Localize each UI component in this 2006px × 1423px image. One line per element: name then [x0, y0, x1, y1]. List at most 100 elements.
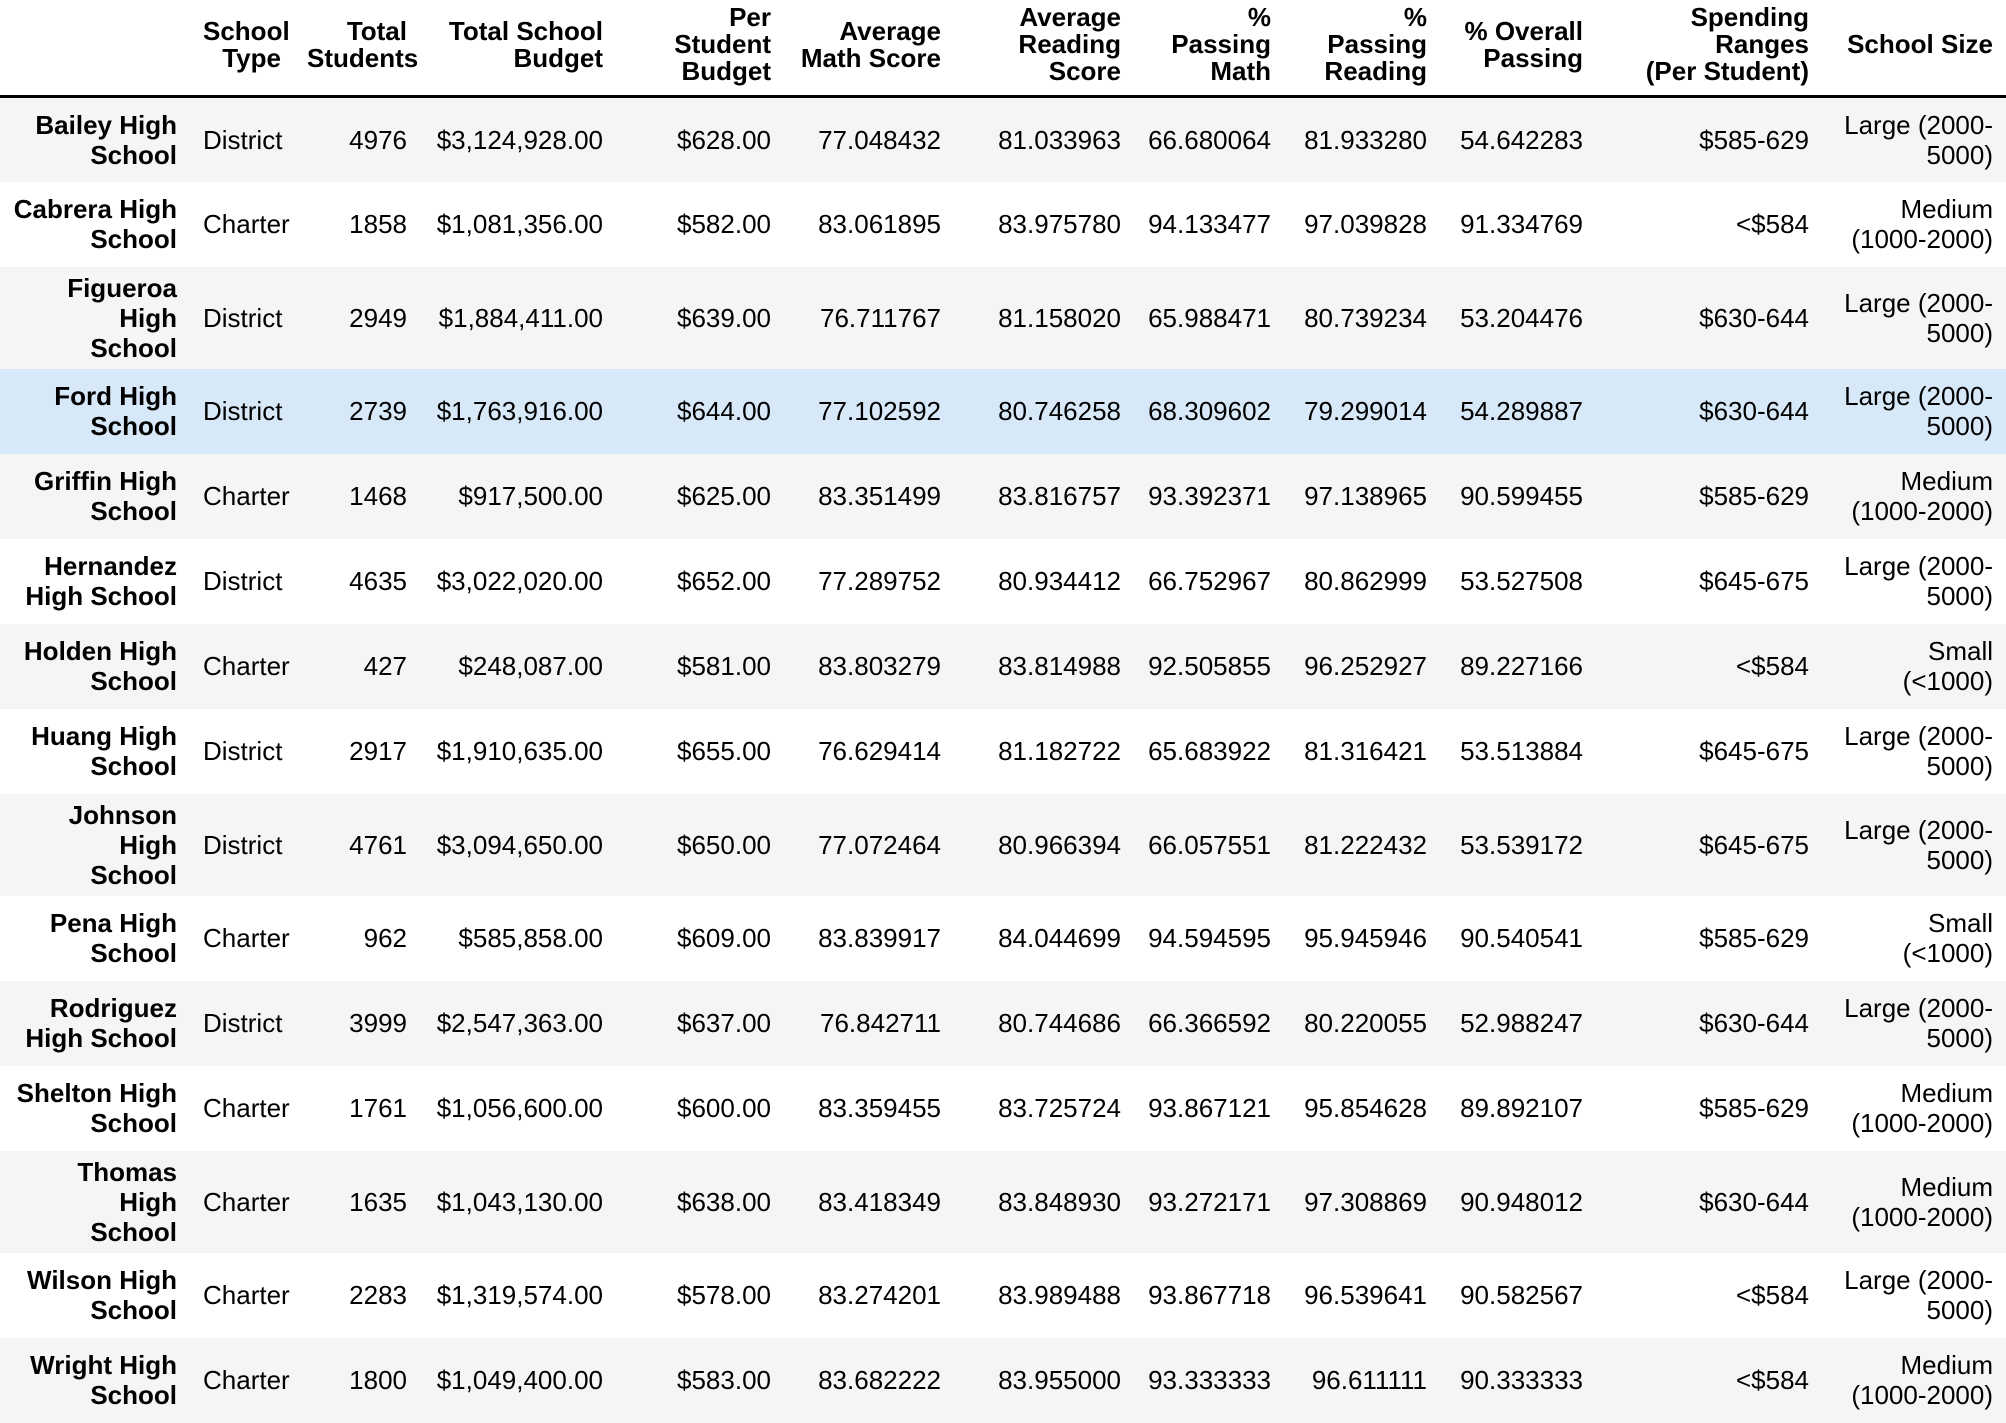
cell: District — [203, 829, 283, 860]
cell: $630-644 — [1699, 1186, 1809, 1217]
cell: $625.00 — [677, 481, 771, 511]
column-header: Spending Ranges (Per Student) — [1596, 0, 1822, 98]
cell: $585-629 — [1699, 124, 1809, 155]
cell: Large (2000- 5000) — [1844, 381, 1993, 441]
cell: 89.227166 — [1460, 651, 1583, 681]
cell: <$584 — [1735, 651, 1809, 681]
cell: 2739 — [349, 396, 407, 426]
row-header: Johnson High School — [68, 799, 177, 890]
cell: 97.308869 — [1304, 1186, 1427, 1217]
cell: 89.892107 — [1460, 1093, 1583, 1123]
cell: $578.00 — [677, 1280, 771, 1310]
table-row: Pena High School Charter 962 $585,858.00 $60… — [0, 895, 2006, 981]
cell: $600.00 — [677, 1093, 771, 1123]
table-row: Wilson High School Charter 2283 $1,319,574.… — [0, 1252, 2006, 1338]
cell: 81.158020 — [998, 302, 1121, 333]
cell: $3,094,650.00 — [436, 829, 603, 860]
table-row: Thomas High School Charter 1635 $1,043,130.… — [0, 1150, 2006, 1253]
cell: Charter — [203, 923, 290, 953]
cell: Charter — [203, 1280, 290, 1310]
cell: 83.816757 — [998, 481, 1121, 511]
cell: 77.072464 — [818, 829, 941, 860]
cell: Charter — [203, 1093, 290, 1123]
cell: $1,910,635.00 — [436, 736, 603, 766]
cell: 81.182722 — [998, 736, 1121, 766]
cell: 1468 — [349, 481, 407, 511]
cell: $917,500.00 — [458, 481, 603, 511]
cell: 53.527508 — [1460, 566, 1583, 596]
cell: 83.814988 — [998, 651, 1121, 681]
cell: Large (2000- 5000) — [1844, 287, 1993, 348]
cell: $1,081,356.00 — [436, 209, 603, 239]
cell: $1,884,411.00 — [438, 302, 603, 333]
cell: 76.629414 — [818, 736, 941, 766]
cell: 96.611111 — [1311, 1365, 1427, 1395]
row-header: Ford High School — [54, 381, 177, 441]
table-row: Holden High School Charter 427 $248,087.00 $… — [0, 623, 2006, 709]
cell: $655.00 — [677, 736, 771, 766]
cell: 66.752967 — [1148, 566, 1271, 596]
cell: $645-675 — [1699, 566, 1809, 596]
cell: 93.392371 — [1148, 481, 1271, 511]
cell: 65.988471 — [1148, 302, 1271, 333]
cell: 1635 — [349, 1186, 407, 1217]
cell: 90.333333 — [1460, 1365, 1583, 1395]
table-row: Johnson High School District 4761 $3,094,65… — [0, 793, 2006, 896]
cell: $644.00 — [677, 396, 771, 426]
cell: $1,319,574.00 — [436, 1280, 603, 1310]
cell: 90.540541 — [1460, 923, 1583, 953]
cell: 93.272171 — [1148, 1186, 1271, 1217]
cell: 80.739234 — [1304, 302, 1427, 333]
cell: 2283 — [349, 1280, 407, 1310]
cell: Medium (1000-2000) — [1851, 1171, 1993, 1232]
cell: $645-675 — [1699, 829, 1809, 860]
cell: $652.00 — [677, 566, 771, 596]
header-row: School Type Total Students Total School Bu… — [0, 0, 2006, 98]
table-row: Ford High School District 2739 $1,763,916.0… — [0, 368, 2006, 454]
cell: $1,763,916.00 — [436, 396, 603, 426]
cell: $585-629 — [1699, 481, 1809, 511]
row-header: Wilson High School — [27, 1265, 177, 1325]
table-row: Cabrera High School Charter 1858 $1,081,356… — [0, 181, 2006, 267]
table-row: Wright High School Charter 1800 $1,049,400.… — [0, 1337, 2006, 1423]
cell: 54.642283 — [1460, 124, 1583, 155]
column-header: Per Student Budget — [616, 0, 784, 98]
cell: 66.680064 — [1148, 124, 1271, 155]
cell: 83.803279 — [818, 651, 941, 681]
cell: Charter — [203, 1186, 290, 1217]
cell: 83.351499 — [818, 481, 941, 511]
cell: $650.00 — [677, 829, 771, 860]
cell: 90.948012 — [1460, 1186, 1583, 1217]
cell: 90.599455 — [1460, 481, 1583, 511]
column-header: % Overall Passing — [1440, 0, 1596, 98]
cell: 52.988247 — [1460, 1008, 1583, 1038]
cell: 83.418349 — [818, 1186, 941, 1217]
cell: Medium (1000-2000) — [1851, 1078, 1993, 1138]
cell: 1858 — [349, 209, 407, 239]
cell: $3,124,928.00 — [436, 124, 603, 155]
cell: $630-644 — [1699, 396, 1809, 426]
cell: Large (2000- 5000) — [1844, 109, 1993, 170]
cell: $1,043,130.00 — [436, 1186, 603, 1217]
cell: Large (2000- 5000) — [1844, 1265, 1993, 1325]
row-header: Thomas High School — [77, 1156, 177, 1247]
cell: 80.220055 — [1304, 1008, 1427, 1038]
cell: 2949 — [349, 302, 407, 333]
cell: $585,858.00 — [458, 923, 603, 953]
cell: 83.975780 — [998, 209, 1121, 239]
cell: 2917 — [349, 736, 407, 766]
cell: 54.289887 — [1460, 396, 1583, 426]
cell: Medium (1000-2000) — [1851, 466, 1993, 526]
row-header: Wright High School — [30, 1350, 177, 1410]
cell: 97.138965 — [1304, 481, 1427, 511]
column-header: % Passing Reading — [1284, 0, 1440, 98]
cell: 53.539172 — [1460, 829, 1583, 860]
table-row: Figueroa High School District 2949 $1,884,4… — [0, 266, 2006, 369]
cell: $637.00 — [677, 1008, 771, 1038]
cell: 95.854628 — [1304, 1093, 1427, 1123]
cell: 79.299014 — [1304, 396, 1427, 426]
row-header: Hernandez High School — [25, 551, 177, 611]
cell: 1800 — [349, 1365, 407, 1395]
cell: Small (<1000) — [1902, 636, 1993, 696]
